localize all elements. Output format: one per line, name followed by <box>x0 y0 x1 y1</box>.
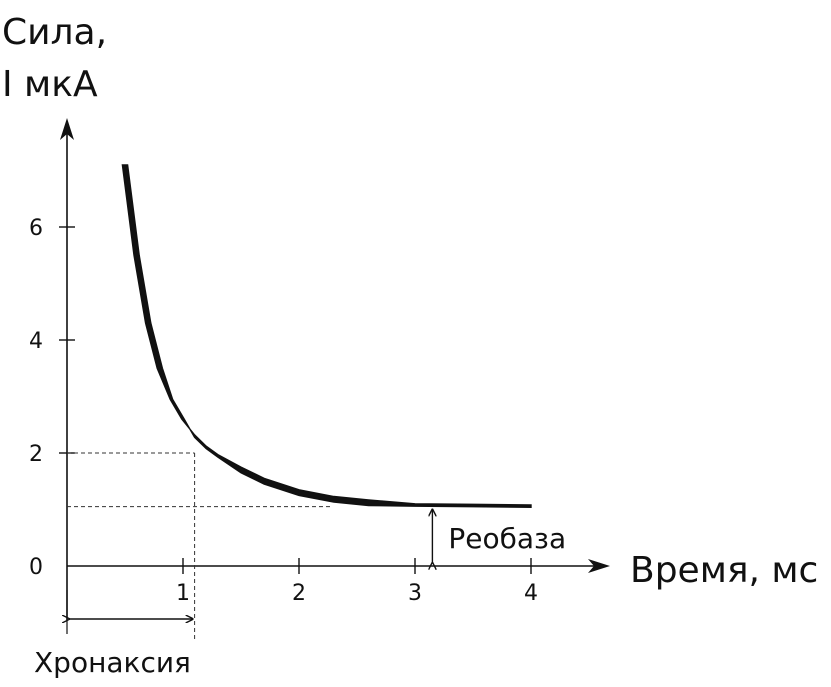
x-tick-label-1: 2 <box>292 581 306 606</box>
x-tick-label-0: 1 <box>176 581 190 606</box>
x-axis-label: Время, мс <box>630 550 818 591</box>
series-curve <box>121 164 532 509</box>
y-axis-label-line2: I мкА <box>2 64 98 105</box>
y-axis-arrow <box>60 118 74 140</box>
y-tick-label-2: 4 <box>29 329 43 354</box>
x-ticks: 1 2 3 4 <box>176 558 538 606</box>
rheobase-label: Реобаза <box>448 522 566 555</box>
y-axis-label-line1: Сила, <box>2 12 107 53</box>
x-tick-label-3: 4 <box>524 581 538 606</box>
chronaxie-label: Хронаксия <box>34 646 191 679</box>
y-tick-label-3: 6 <box>29 216 43 241</box>
x-axis-arrow <box>588 559 610 573</box>
y-tick-label-1: 2 <box>29 442 43 467</box>
y-tick-label-0: 0 <box>29 555 43 580</box>
guide-lines <box>66 452 330 640</box>
x-tick-label-2: 3 <box>408 581 422 606</box>
y-ticks: 0 2 4 6 <box>29 216 75 580</box>
